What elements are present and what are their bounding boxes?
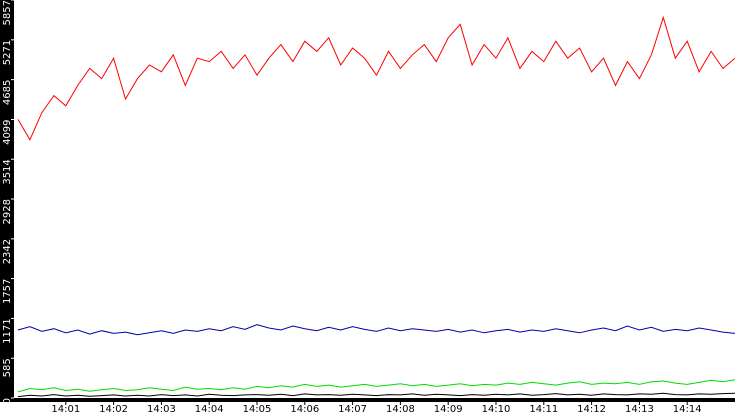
y-tick-label: 0	[2, 398, 13, 404]
y-tick-label: 4685	[2, 80, 13, 105]
y-tick-label: 4099	[2, 119, 13, 144]
x-tick-label: 14:03	[147, 404, 176, 415]
y-tick-label: 3514	[2, 159, 13, 184]
x-tick-label: 14:08	[386, 404, 415, 415]
x-tick-label: 14:01	[51, 404, 80, 415]
x-tick-label: 14:14	[673, 404, 702, 415]
y-tick-label: 5857	[2, 0, 13, 25]
x-tick-label: 14:05	[243, 404, 272, 415]
x-tick-label: 14:10	[482, 404, 511, 415]
series-line	[17, 392, 735, 398]
x-tick-label: 14:04	[195, 404, 224, 415]
x-tick-label: 14:13	[625, 404, 654, 415]
x-tick-label: 14:12	[577, 404, 606, 415]
x-tick-label: 14:06	[290, 404, 319, 415]
x-tick-label: 14:11	[529, 404, 558, 415]
series-line	[17, 15, 735, 141]
x-tick-label: 14:02	[99, 404, 128, 415]
x-axis-strip	[0, 398, 735, 402]
y-tick-label: 5271	[2, 40, 13, 65]
y-tick-label: 2342	[2, 239, 13, 264]
y-tick-label: 2928	[2, 199, 13, 224]
y-axis-strip	[0, 0, 14, 400]
y-tick-label: 585	[2, 358, 13, 377]
y-tick-label: 1757	[2, 279, 13, 304]
series-line	[17, 324, 735, 336]
x-tick-label: 14:09	[434, 404, 463, 415]
x-tick-label: 14:07	[338, 404, 367, 415]
series-line	[17, 379, 735, 393]
y-tick-label: 1171	[2, 318, 13, 343]
